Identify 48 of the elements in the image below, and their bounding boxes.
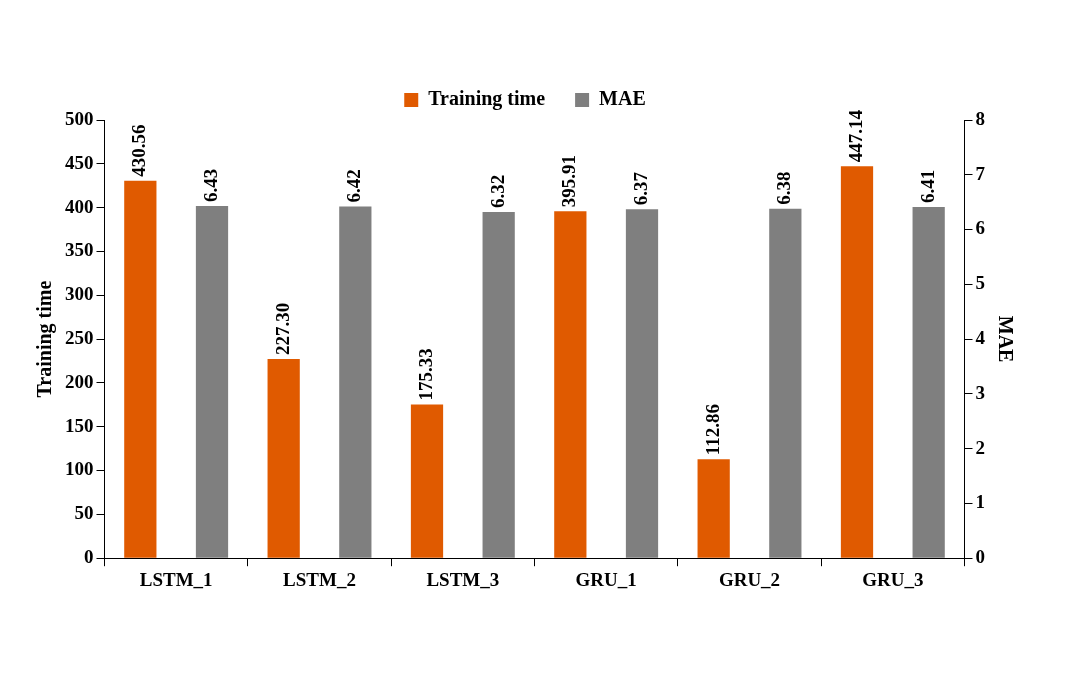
bar	[267, 358, 300, 558]
bar	[554, 211, 587, 558]
bar	[840, 166, 874, 558]
y-tick-label: 450	[65, 151, 94, 173]
data-label: 6.42	[343, 169, 365, 203]
y2-tick-label: 6	[975, 217, 985, 239]
x-tick-label: GRU_3	[862, 568, 924, 590]
y-tick-label: 200	[65, 370, 94, 392]
x-tick-label: LSTM_3	[426, 568, 500, 590]
y2-axis-title: MAE	[994, 315, 1017, 363]
bar	[124, 180, 157, 558]
y-tick-label: 300	[65, 283, 94, 305]
data-label: 6.38	[773, 171, 795, 205]
y2-tick-label: 2	[975, 436, 985, 458]
y2-tick-label: 1	[975, 491, 985, 513]
data-label: 6.41	[916, 169, 938, 204]
y2-tick-label: 0	[975, 546, 985, 568]
x-tick-label: LSTM_1	[139, 568, 213, 590]
bar	[697, 459, 730, 558]
bar	[410, 404, 444, 558]
y-tick-label: 100	[65, 458, 94, 480]
data-label: 6.37	[629, 171, 651, 206]
y-tick-label: 350	[65, 239, 94, 261]
y-axis-title: Training time	[33, 280, 57, 398]
y2-tick-label: 4	[975, 327, 986, 349]
x-tick-label: GRU_2	[718, 568, 781, 590]
y2-tick-label: 7	[975, 162, 986, 184]
legend-label: Training time	[428, 87, 546, 111]
y2-tick-label: 8	[975, 107, 985, 129]
data-label: 6.43	[199, 168, 221, 202]
data-label: 112.86	[701, 404, 723, 456]
data-label: 395.91	[558, 154, 580, 208]
data-label: 430.56	[128, 124, 150, 177]
y-tick-label: 500	[65, 107, 94, 129]
y2-tick-label: 5	[975, 272, 985, 294]
data-label: 447.14	[844, 109, 866, 163]
x-tick-label: LSTM_2	[283, 568, 356, 590]
x-tick-label: GRU_1	[575, 568, 637, 590]
y-tick-label: 50	[74, 502, 94, 524]
y-tick-label: 0	[84, 546, 94, 568]
y-tick-label: 250	[65, 327, 94, 349]
y2-tick-label: 3	[975, 381, 985, 403]
data-label: 6.32	[486, 174, 508, 209]
y-tick-label: 400	[65, 195, 94, 217]
data-label: 175.33	[414, 348, 436, 401]
legend-label: MAE	[599, 87, 646, 110]
y-tick-label: 150	[65, 414, 94, 436]
data-label: 227.30	[271, 302, 293, 355]
